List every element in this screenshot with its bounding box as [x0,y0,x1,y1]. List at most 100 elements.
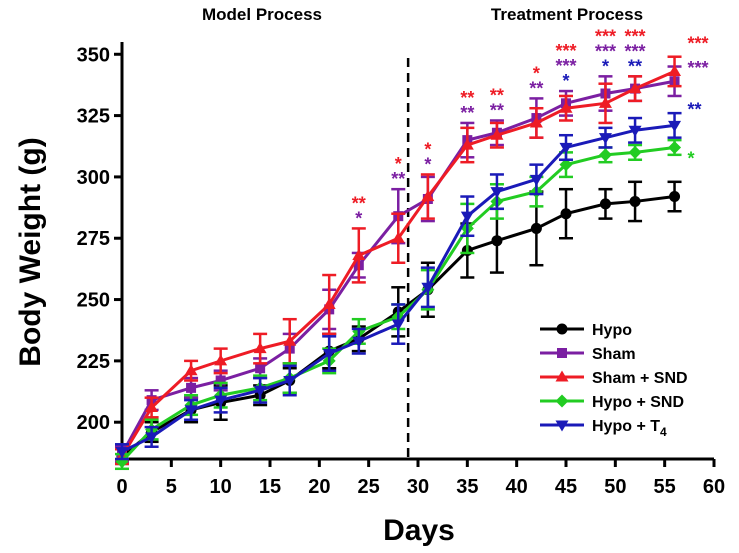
x-tick-label: 50 [604,476,626,498]
legend-subscript: 4 [660,425,667,439]
significance-star: * [688,149,695,169]
data-point-triangle-down [460,211,474,223]
significance-star: * [424,139,431,159]
legend-label: Sham + SND [592,370,688,387]
significance-star: *** [688,33,709,53]
legend-label: Hypo + T4 [592,418,667,439]
data-point-triangle-down [555,420,569,432]
series-layer [115,55,682,471]
data-point-triangle-up [460,138,474,150]
significance-star: *** [688,58,709,78]
data-point-triangle-up [555,370,569,382]
y-tick-label: 200 [77,412,110,434]
significance-star: *** [625,41,646,61]
x-tick-label: 40 [506,476,528,498]
x-tick-label: 10 [210,476,232,498]
data-point-triangle-down [352,336,366,348]
treatment-process-label: Treatment Process [491,5,643,24]
significance-star: ** [628,56,642,76]
x-tick-label: 35 [456,476,478,498]
data-point-square [255,363,266,374]
legend: Hypo Sham Sham + SND Hypo + SND Hypo + T4 [540,322,688,439]
data-point-diamond [598,148,612,162]
significance-star: ** [490,85,504,105]
x-tick-label: 45 [555,476,577,498]
data-point-triangle-down [529,174,543,186]
significance-star: *** [625,26,646,46]
legend-entry: Hypo + SND [540,394,684,411]
data-point-circle [491,235,503,247]
significance-star: *** [595,26,616,46]
data-point-triangle-down [283,375,297,388]
data-point-circle [629,195,641,207]
data-point-circle [530,222,542,234]
x-tick-label: 0 [116,476,127,498]
x-tick-label: 15 [259,476,281,498]
significance-star: * [562,71,569,91]
significance-star: *** [595,41,616,61]
data-point-triangle-down [184,405,198,417]
data-point-triangle-up [598,96,612,108]
significance-star: ** [460,88,474,108]
data-point-triangle-up [628,82,642,94]
x-tick-label: 25 [358,476,380,498]
data-point-diamond [555,394,569,408]
series-sham-snd [115,55,682,466]
data-point-triangle-up [391,231,405,243]
legend-entry: Hypo [540,322,632,339]
data-point-triangle-down [253,385,267,397]
data-point-triangle-down [559,142,573,154]
significance-star: ** [460,103,474,123]
data-point-diamond [628,145,642,159]
data-point-triangle-up [421,190,435,202]
significance-star: * [602,56,609,76]
data-point-triangle-down [421,282,435,294]
significance-star: ** [352,193,366,213]
data-point-triangle-up [559,101,573,113]
data-point-triangle-up [184,364,198,376]
legend-entry: Sham + SND [540,370,688,387]
series-hypo-t4 [115,111,682,461]
legend-label: Sham [592,346,636,363]
data-point-circle [556,323,568,335]
legend-entry: Hypo + T4 [540,418,667,439]
data-point-diamond [668,140,682,154]
data-point-square [215,375,226,386]
data-point-triangle-up [352,248,366,260]
y-tick-label: 275 [77,228,110,250]
data-point-triangle-down [598,133,612,145]
x-axis-title: Days [383,514,455,547]
y-tick-label: 300 [77,167,110,189]
data-point-triangle-up [253,342,267,354]
data-point-circle [669,191,681,203]
significance-star: * [395,154,402,174]
data-point-triangle-up [145,400,159,413]
data-point-triangle-down [322,348,336,361]
x-tick-label: 30 [407,476,429,498]
data-point-diamond [559,158,573,172]
data-point-square [186,382,197,393]
axes: 0 5 10 15 20 25 30 35 40 45 50 55 60 200 225 250 275 300 3… [77,42,725,498]
model-process-label: Model Process [202,5,322,24]
significance-star: ** [490,100,504,120]
y-tick-label: 225 [77,351,110,373]
data-point-square [557,348,567,358]
x-tick-label: 60 [703,476,725,498]
y-tick-label: 350 [77,44,110,66]
data-point-triangle-up [283,334,297,346]
data-point-circle [599,198,611,210]
significance-star: ** [529,78,543,98]
legend-label: Hypo [592,322,632,339]
x-tick-label: 5 [166,476,177,498]
significance-star: * [424,154,431,174]
data-point-circle [560,208,572,220]
significance-star: ** [688,100,702,120]
data-point-triangle-up [668,64,682,76]
data-point-triangle-down [628,125,642,137]
data-point-triangle-down [391,319,405,331]
data-point-triangle-down [115,447,129,459]
significance-star: *** [555,41,576,61]
data-point-triangle-up [529,116,543,128]
significance-markers: ****************************************… [352,26,709,228]
